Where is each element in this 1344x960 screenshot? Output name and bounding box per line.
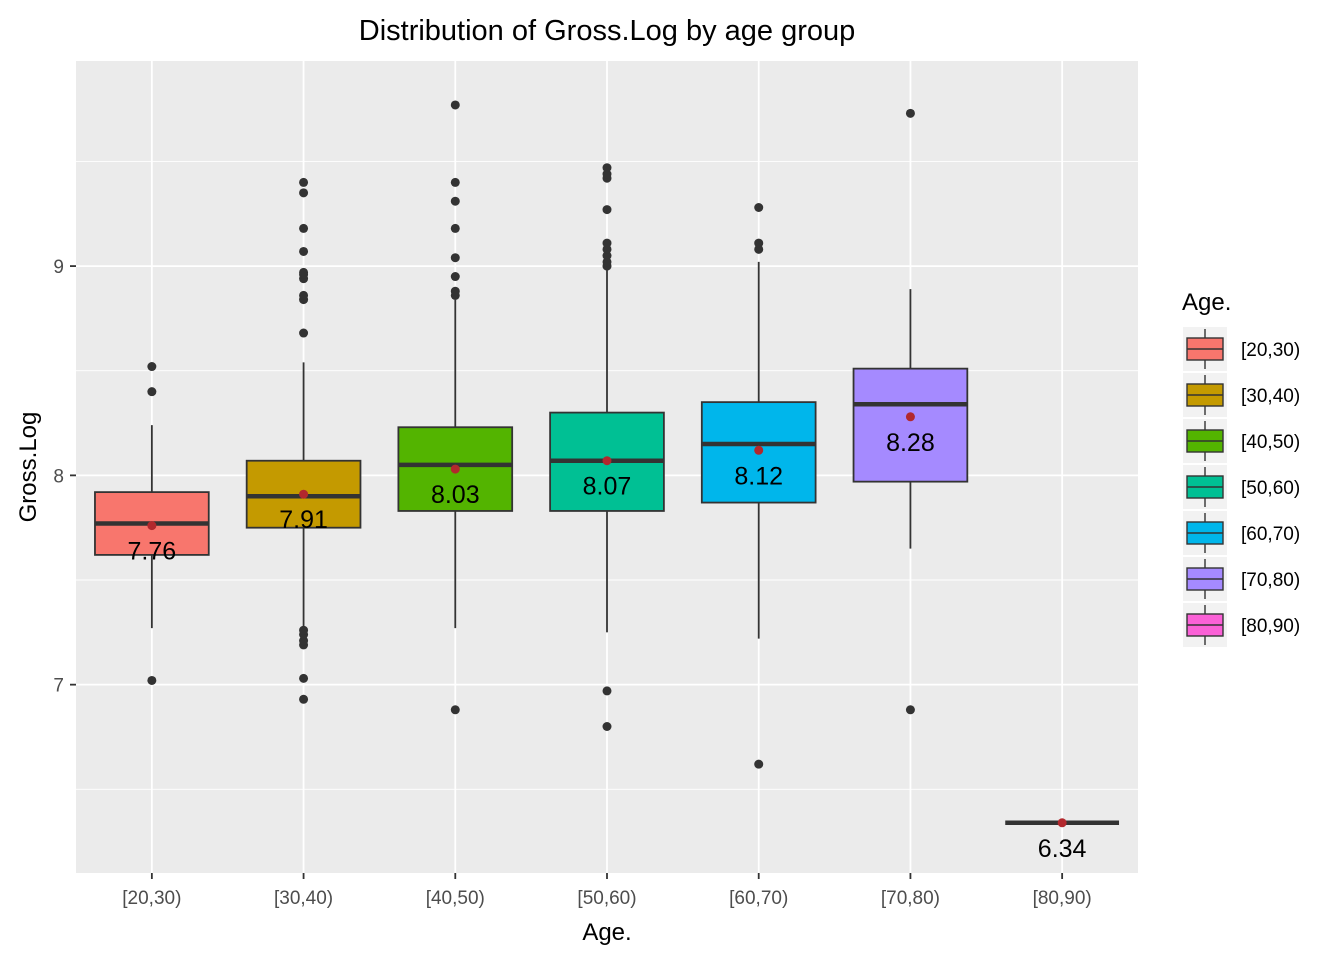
outlier-point [299,328,309,338]
outlier-point [602,722,612,732]
x-tick-label: [70,80) [881,888,940,909]
mean-point [754,445,764,455]
box-group-5: 8.28 [852,108,969,715]
y-axis-title: Gross.Log [15,412,42,523]
legend-item-4: [60,70) [1183,511,1300,555]
legend-label: [50,60) [1241,478,1300,499]
outlier-point [450,253,460,263]
outlier-point [450,177,460,187]
box-iqr [852,367,969,483]
outlier-point [602,169,612,179]
mean-point [147,521,157,531]
box-layer: 7.76 7.91 8.03 8.07 8.12 8.28 6.34 [94,100,1120,863]
legend: [20,30) [30,40) [40,50) [50,60) [60,70) [70,8… [1183,327,1300,647]
outlier-point [299,177,309,187]
legend-label: [20,30) [1241,340,1300,361]
chart-title: Distribution of Gross.Log by age group [359,15,856,47]
box-group-0: 7.76 [94,362,210,685]
mean-label: 8.28 [886,429,935,457]
legend-item-2: [40,50) [1183,419,1300,463]
outlier-point [147,362,157,372]
mean-label: 7.76 [128,538,177,566]
x-tick-label: [80,90) [1033,888,1092,909]
mean-label: 8.03 [431,481,480,509]
outlier-point [754,238,764,248]
outlier-point [602,257,612,267]
mean-point [299,489,309,499]
outlier-point [299,290,309,300]
mean-label: 6.34 [1038,835,1087,863]
outlier-point [299,625,309,635]
box-group-1: 7.91 [245,177,362,704]
outlier-point [299,636,309,646]
legend-label: [70,80) [1241,570,1300,591]
outlier-point [754,244,764,254]
legend-item-5: [70,80) [1183,557,1300,601]
legend-label: [80,90) [1241,616,1300,637]
legend-item-3: [50,60) [1183,465,1300,509]
outlier-point [299,673,309,683]
outlier-point [602,251,612,261]
outlier-point [905,108,915,118]
legend-label: [30,40) [1241,386,1300,407]
outlier-point [147,387,157,397]
outlier-point [602,686,612,696]
x-tick-label: [50,60) [577,888,636,909]
x-tick-label: [30,40) [274,888,333,909]
outlier-point [450,100,460,110]
legend-item-6: [80,90) [1183,603,1300,647]
outlier-point [754,202,764,212]
outlier-point [147,675,157,685]
outlier-point [905,705,915,715]
mean-label: 8.07 [583,473,632,501]
outlier-point [602,238,612,248]
legend-item-0: [20,30) [1183,327,1300,371]
box-group-4: 8.12 [700,202,817,769]
mean-point [905,412,915,422]
box-group-3: 8.07 [549,163,665,732]
outlier-point [602,244,612,254]
outlier-point [299,223,309,233]
outlier-point [450,286,460,296]
legend-item-1: [30,40) [1183,373,1300,417]
mean-point [1057,818,1067,828]
x-axis-title: Age. [582,919,631,946]
outlier-point [299,694,309,704]
mean-point [602,456,612,466]
outlier-point [299,188,309,198]
box-group-6: 6.34 [1005,818,1120,863]
mean-label: 7.91 [279,506,328,534]
x-tick-label: [40,50) [426,888,485,909]
outlier-point [450,272,460,282]
y-tick-label: 7 [53,676,64,697]
x-tick-label: [20,30) [122,888,181,909]
y-tick-label: 9 [53,257,64,278]
box-group-2: 8.03 [397,100,514,715]
axis-layer: 7 8 9 [20,30) [30,40) [40,50) [50,60) [60,70) [7… [53,257,1091,909]
x-tick-label: [60,70) [729,888,788,909]
outlier-point [299,267,309,277]
outlier-point [450,705,460,715]
mean-point [450,464,460,474]
outlier-point [602,205,612,215]
outlier-point [602,163,612,173]
legend-label: [60,70) [1241,524,1300,545]
outlier-point [450,223,460,233]
legend-title: Age. [1182,289,1231,316]
outlier-point [754,759,764,769]
legend-label: [40,50) [1241,432,1300,453]
outlier-point [450,196,460,206]
y-tick-label: 8 [53,466,64,487]
mean-label: 8.12 [734,462,783,490]
outlier-point [299,246,309,256]
